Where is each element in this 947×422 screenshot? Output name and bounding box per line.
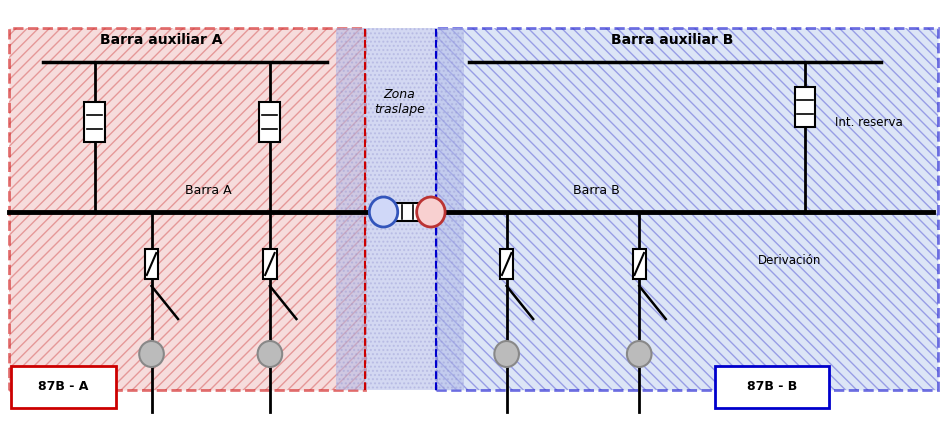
Circle shape	[258, 341, 282, 367]
Bar	[436, 28, 938, 390]
Bar	[9, 28, 365, 390]
Bar	[84, 102, 105, 142]
Circle shape	[627, 341, 652, 367]
Bar	[336, 28, 464, 390]
Text: Derivación: Derivación	[758, 254, 821, 267]
Circle shape	[494, 341, 519, 367]
Text: Barra A: Barra A	[185, 184, 232, 197]
Bar	[436, 28, 938, 390]
Bar	[336, 28, 464, 390]
Bar	[633, 249, 646, 279]
Bar	[259, 102, 280, 142]
Bar	[715, 366, 829, 408]
Circle shape	[417, 197, 445, 227]
Circle shape	[369, 197, 398, 227]
Bar	[145, 249, 158, 279]
Circle shape	[139, 341, 164, 367]
Bar	[9, 28, 365, 390]
Text: Int. reserva: Int. reserva	[835, 116, 903, 129]
Bar	[11, 366, 116, 408]
Text: Barra auxiliar B: Barra auxiliar B	[611, 33, 734, 47]
Bar	[263, 249, 277, 279]
Text: Barra auxiliar A: Barra auxiliar A	[99, 33, 223, 47]
Text: 87B - B: 87B - B	[746, 381, 797, 393]
Bar	[394, 203, 420, 221]
Text: 87B - A: 87B - A	[38, 381, 89, 393]
Bar	[500, 249, 513, 279]
Bar	[795, 87, 815, 127]
Text: Zona
traslape: Zona traslape	[374, 88, 425, 116]
Text: Barra B: Barra B	[573, 184, 620, 197]
